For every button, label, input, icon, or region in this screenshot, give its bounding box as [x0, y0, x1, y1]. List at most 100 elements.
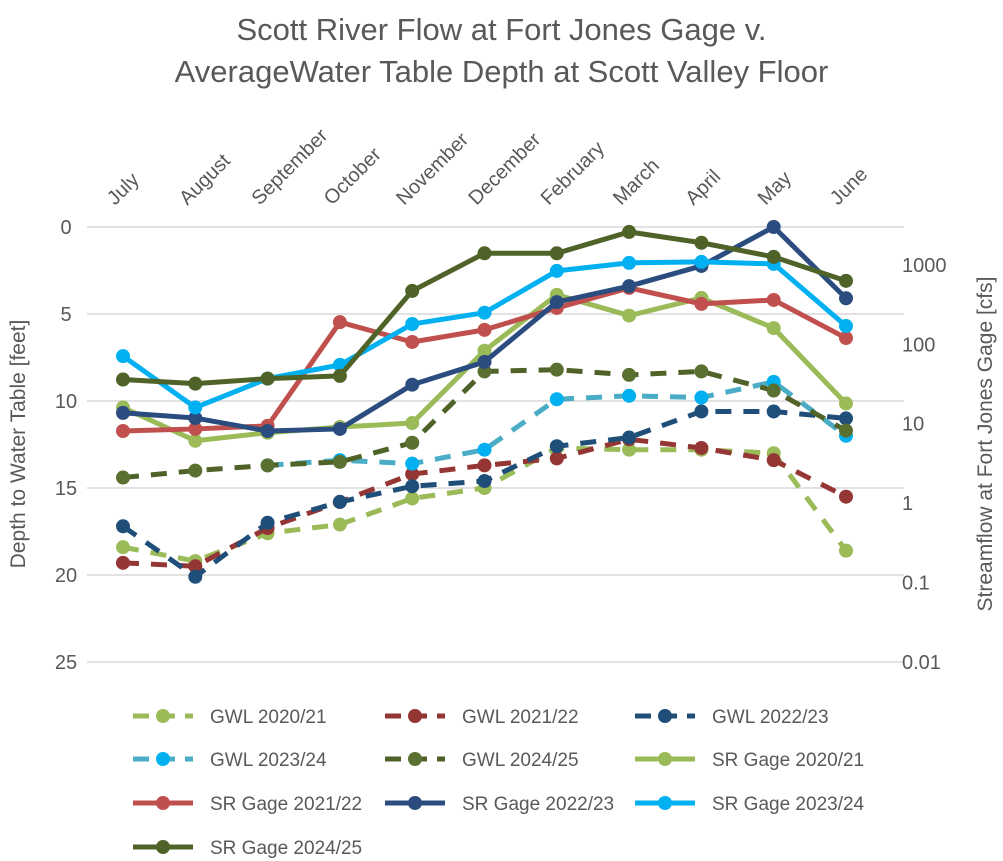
- data-point: [549, 295, 564, 310]
- data-point: [116, 555, 130, 570]
- left-axis-title: Depth to Water Table [feet]: [7, 320, 30, 569]
- data-point: [405, 456, 420, 471]
- data-point: [622, 388, 637, 403]
- data-point: [332, 454, 347, 469]
- data-point: [188, 411, 203, 426]
- data-point: [116, 519, 130, 534]
- data-point: [188, 400, 203, 415]
- data-point: [766, 220, 781, 234]
- x-tick-label: June: [826, 163, 872, 209]
- data-point: [766, 321, 781, 336]
- data-point: [549, 392, 564, 407]
- data-point: [405, 283, 420, 298]
- data-point: [549, 362, 564, 377]
- data-point: [332, 517, 347, 532]
- data-point: [260, 424, 275, 439]
- x-tick-label: November: [392, 129, 473, 210]
- data-point: [694, 390, 709, 405]
- right-tick-label: 1000: [902, 255, 947, 277]
- legend-marker: [658, 796, 672, 810]
- legend-marker: [658, 752, 672, 766]
- legend-entry: SR Gage 2020/21: [635, 750, 864, 771]
- data-point: [116, 372, 130, 387]
- series-line: [267, 379, 848, 468]
- data-point: [477, 322, 492, 337]
- legend-entry: GWL 2024/25: [385, 750, 579, 771]
- data-point: [766, 404, 781, 419]
- data-point: [332, 315, 347, 330]
- data-point: [477, 354, 492, 369]
- data-point: [188, 463, 203, 478]
- x-tick-label: August: [175, 150, 235, 210]
- legend-label: SR Gage 2020/21: [712, 750, 864, 771]
- data-point: [766, 453, 781, 468]
- data-point: [188, 421, 203, 436]
- data-point: [188, 569, 203, 584]
- left-tick-label: 10: [55, 391, 77, 413]
- chart-title-line-1: Scott River Flow at Fort Jones Gage v.: [236, 12, 767, 47]
- data-point: [188, 376, 203, 391]
- data-point: [116, 405, 130, 420]
- left-tick-label: 15: [55, 478, 77, 500]
- data-point: [405, 435, 420, 450]
- data-point: [694, 254, 709, 269]
- data-point: [332, 368, 347, 383]
- legend-marker: [658, 709, 672, 723]
- legend-entry: GWL 2023/24: [133, 750, 327, 771]
- legend-label: SR Gage 2024/25: [210, 838, 362, 859]
- data-point: [332, 494, 347, 509]
- data-point: [839, 291, 853, 306]
- data-point: [549, 439, 564, 454]
- legend-entry: GWL 2022/23: [635, 707, 829, 728]
- data-point: [116, 470, 130, 485]
- right-tick-label: 100: [902, 334, 935, 356]
- data-point: [188, 433, 203, 448]
- left-tick-label: 0: [60, 217, 71, 239]
- left-tick-label: 25: [55, 652, 77, 674]
- data-point: [622, 255, 637, 270]
- legend-label: SR Gage 2022/23: [462, 794, 614, 815]
- legend-label: GWL 2023/24: [210, 750, 327, 771]
- legend-marker: [408, 709, 422, 723]
- x-tick-label: September: [248, 125, 333, 210]
- data-point: [260, 371, 275, 386]
- data-point: [622, 430, 637, 445]
- data-point: [477, 305, 492, 320]
- legend-marker: [156, 709, 170, 723]
- data-point: [260, 515, 275, 530]
- x-tick-label: October: [320, 143, 386, 209]
- data-point: [839, 423, 853, 438]
- data-point: [549, 451, 564, 466]
- chart-title-line-2: AverageWater Table Depth at Scott Valley…: [174, 54, 829, 89]
- data-point: [694, 296, 709, 311]
- right-tick-label: 0.01: [902, 652, 941, 674]
- series-gwl-2022-23: [116, 404, 853, 584]
- x-tick-label: July: [103, 169, 144, 210]
- x-tick-label: February: [537, 137, 609, 209]
- legend-marker: [408, 796, 422, 810]
- legend-entry: GWL 2020/21: [133, 707, 327, 728]
- legend-entry: SR Gage 2021/22: [133, 794, 362, 815]
- data-point: [622, 367, 637, 382]
- data-point: [766, 292, 781, 307]
- series-line: [122, 436, 848, 569]
- x-tick-label: March: [609, 155, 664, 210]
- data-point: [622, 279, 637, 294]
- data-point: [405, 377, 420, 392]
- data-point: [839, 411, 853, 426]
- right-tick-label: 10: [902, 414, 924, 436]
- legend-label: GWL 2024/25: [462, 750, 579, 771]
- legend-marker: [408, 752, 422, 766]
- data-point: [694, 404, 709, 419]
- data-point: [839, 543, 853, 558]
- data-point: [839, 273, 853, 288]
- legend-marker: [156, 752, 170, 766]
- data-point: [260, 458, 275, 473]
- data-point: [116, 349, 130, 364]
- legend-marker: [156, 796, 170, 810]
- legend-label: GWL 2021/22: [462, 707, 579, 728]
- right-tick-label: 1: [902, 493, 913, 515]
- data-point: [839, 489, 853, 504]
- data-point: [477, 246, 492, 261]
